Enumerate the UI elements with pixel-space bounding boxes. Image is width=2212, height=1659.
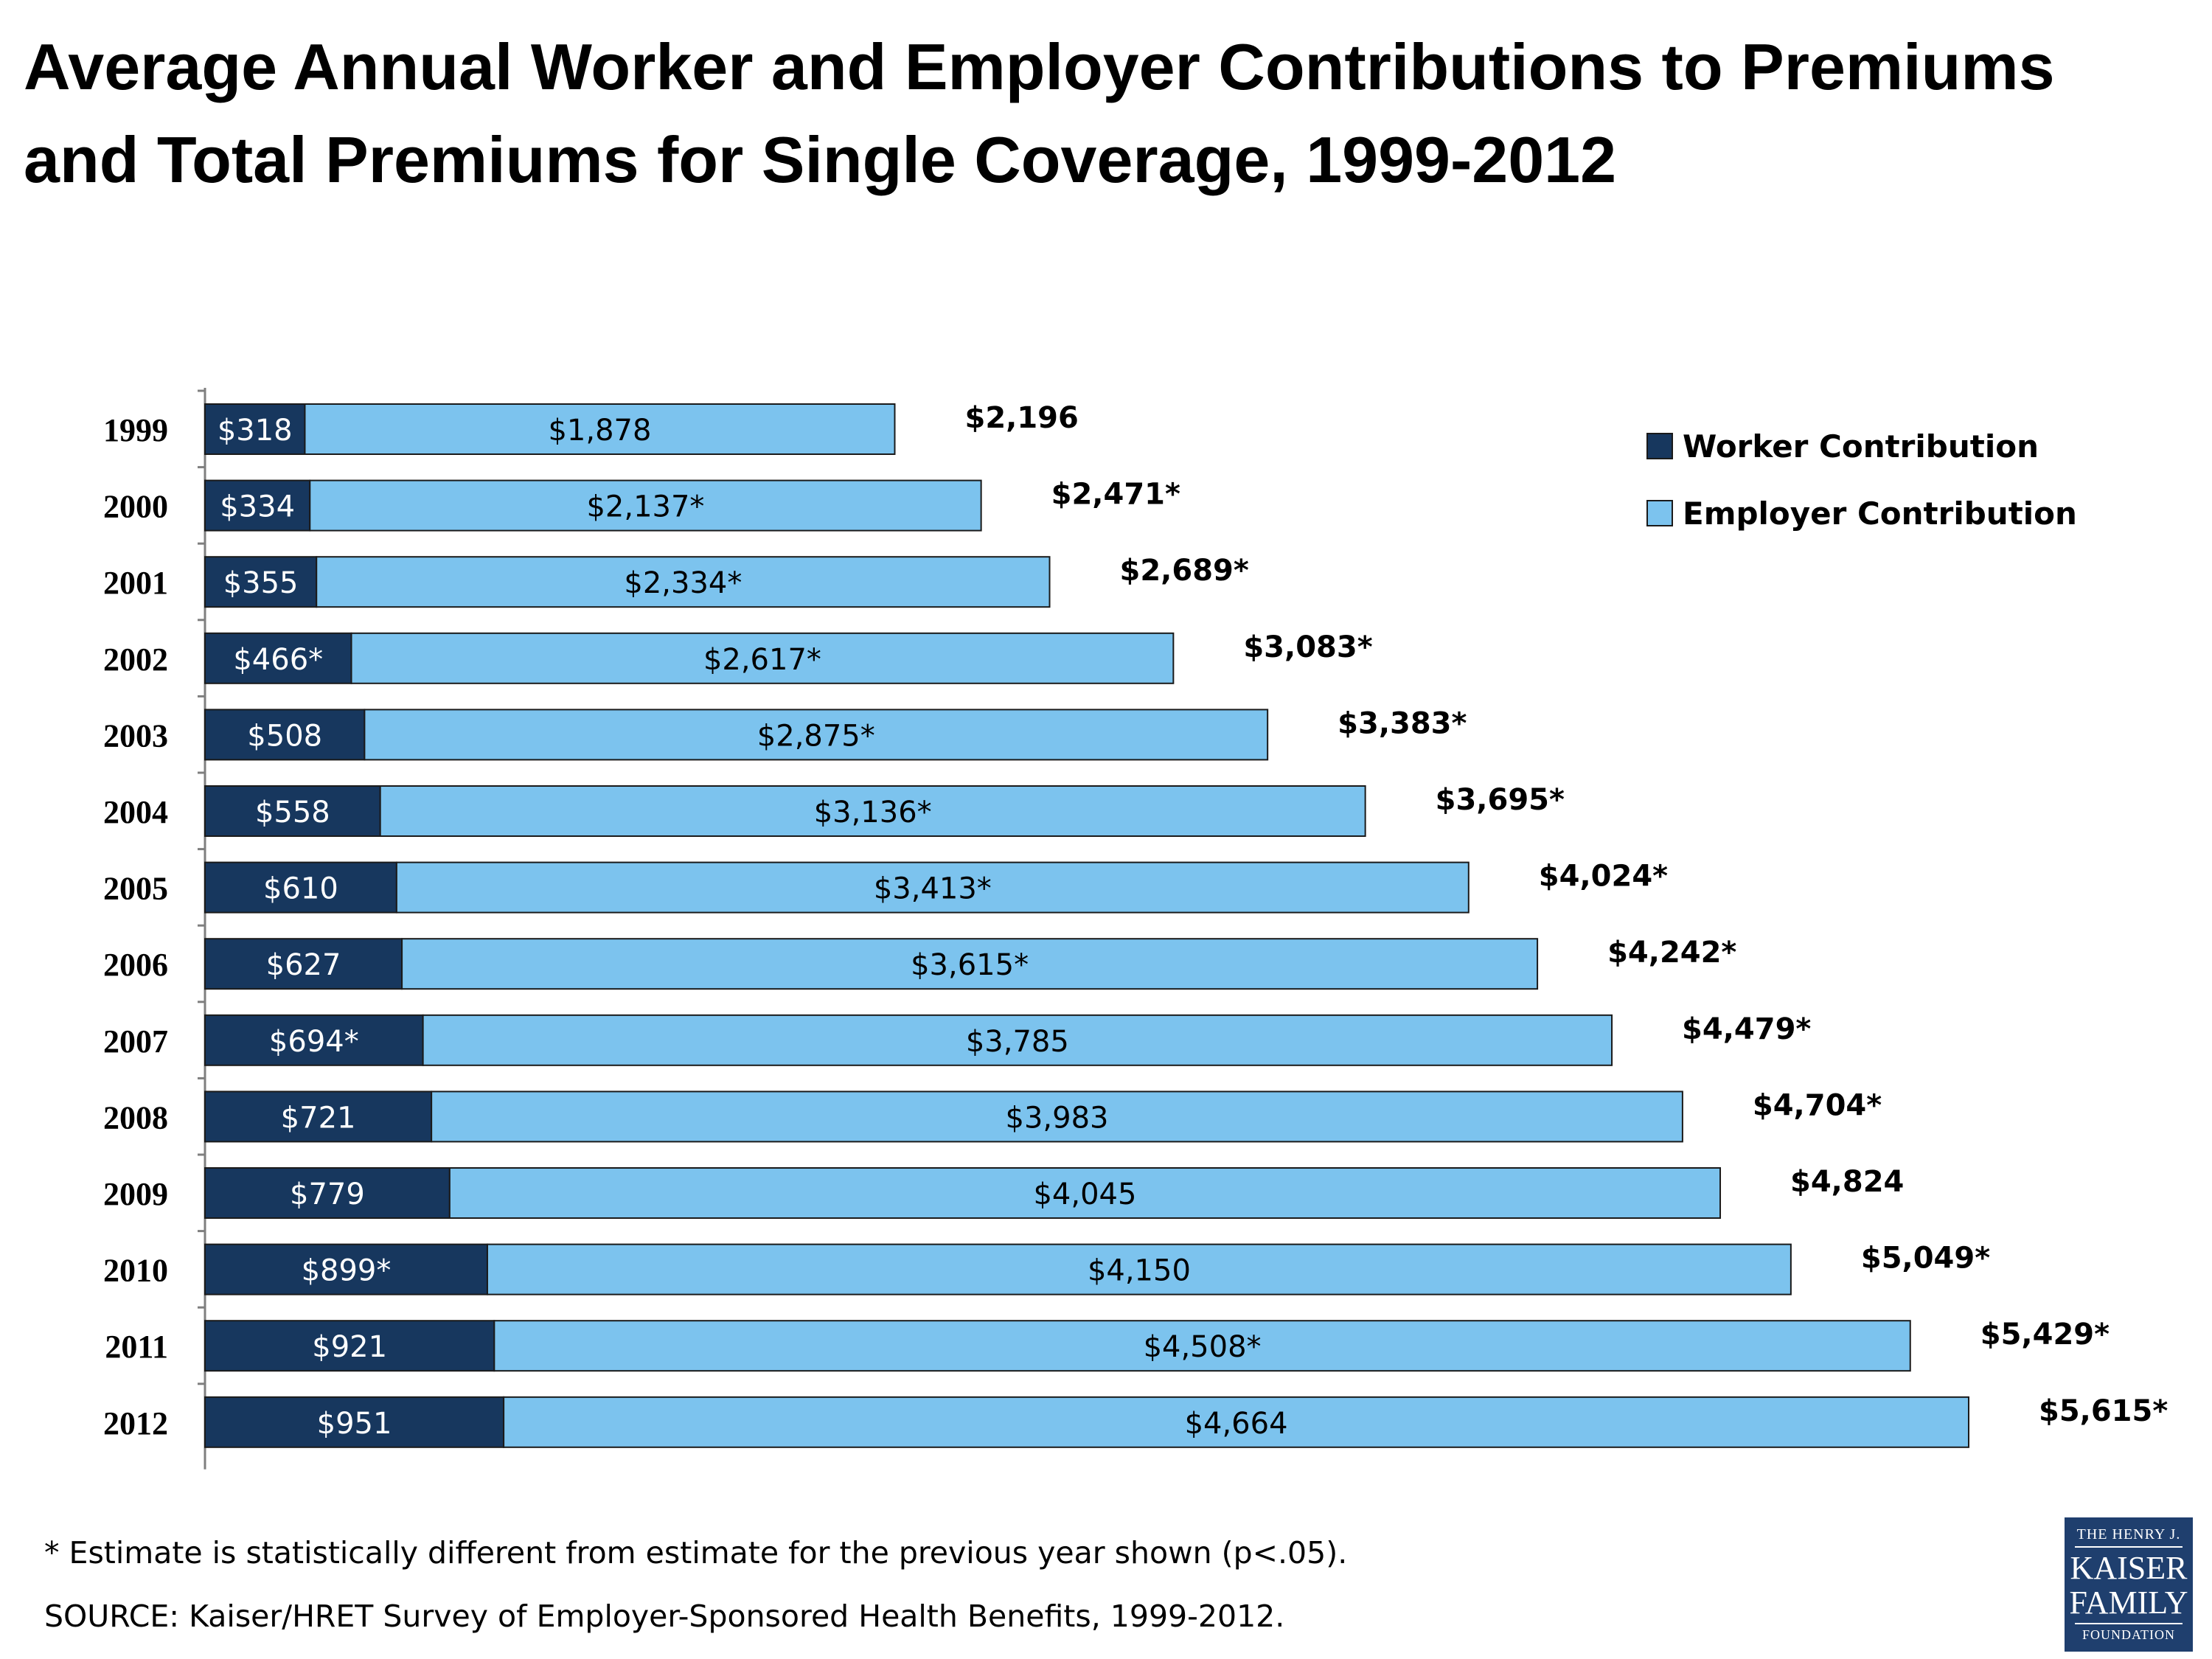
worker-bar (204, 785, 381, 837)
year-label: 2006 (103, 947, 168, 983)
employer-bar (493, 1320, 1911, 1372)
total-value-label: $4,024* (1539, 860, 1668, 894)
chart-title: Average Annual Worker and Employer Contr… (24, 30, 2055, 196)
worker-value-label: $951 (317, 1407, 392, 1441)
total-value-label: $3,695* (1436, 783, 1565, 817)
worker-value-label: $558 (255, 796, 330, 830)
employer-bar (486, 1243, 1792, 1295)
employer-bar (431, 1091, 1683, 1143)
employer-bar (401, 938, 1539, 990)
worker-value-label: $355 (223, 566, 299, 600)
total-value-label: $5,615* (2039, 1394, 2168, 1428)
worker-value-label: $334 (220, 490, 295, 524)
year-label: 2002 (103, 641, 168, 678)
worker-bar (204, 1091, 433, 1143)
employer-value-label: $4,664 (1185, 1407, 1288, 1441)
worker-bar (204, 861, 397, 914)
year-label: 2008 (103, 1099, 168, 1135)
worker-value-label: $694* (269, 1025, 359, 1059)
employer-value-label: $3,413* (874, 872, 992, 906)
logo-line-1: THE HENRY J. (2076, 1526, 2181, 1543)
logo-rule (2075, 1546, 2183, 1548)
footnote: * Estimate is statistically different fr… (44, 1535, 1348, 1571)
total-value-label: $3,083* (1243, 630, 1372, 664)
employer-bar (304, 403, 896, 455)
total-value-label: $2,471* (1051, 478, 1180, 512)
total-value-label: $5,049* (1861, 1242, 1990, 1276)
worker-bar (204, 709, 366, 761)
total-value-label: $4,824 (1790, 1165, 1904, 1199)
total-value-label: $2,689* (1120, 554, 1249, 588)
worker-value-label: $721 (281, 1101, 356, 1135)
worker-value-label: $921 (312, 1330, 387, 1364)
logo-line-4: FOUNDATION (2082, 1627, 2175, 1642)
total-value-label: $4,242* (1607, 936, 1736, 970)
employer-bar (448, 1167, 1722, 1219)
year-label: 2000 (103, 489, 168, 525)
year-label: 1999 (103, 412, 168, 448)
employer-value-label: $2,617* (703, 643, 821, 677)
year-label: 2007 (103, 1023, 168, 1060)
worker-bar (204, 1320, 495, 1372)
worker-bar (204, 403, 306, 455)
worker-value-label: $610 (263, 872, 338, 906)
year-label: 2012 (103, 1405, 168, 1441)
worker-value-label: $627 (266, 948, 341, 982)
employer-value-label: $2,137* (586, 490, 704, 524)
year-label: 2010 (103, 1253, 168, 1289)
employer-bar (503, 1396, 1969, 1448)
legend-label-worker: Worker Contribution (1683, 428, 2039, 465)
logo-rule (2075, 1623, 2183, 1624)
employer-bar (350, 632, 1175, 684)
employer-value-label: $2,334* (624, 566, 742, 600)
employer-bar (316, 556, 1051, 608)
logo-line-3: FAMILY (2069, 1585, 2188, 1621)
legend-swatch-worker (1646, 433, 1673, 459)
employer-bar (379, 785, 1366, 837)
employer-value-label: $3,785 (966, 1025, 1069, 1059)
legend-label-employer: Employer Contribution (1683, 495, 2077, 532)
employer-value-label: $3,983 (1006, 1101, 1109, 1135)
employer-bar (364, 709, 1269, 761)
worker-value-label: $779 (290, 1178, 365, 1211)
employer-value-label: $3,615* (911, 948, 1029, 982)
year-label: 2005 (103, 871, 168, 907)
employer-value-label: $4,150 (1088, 1254, 1191, 1288)
total-value-label: $2,196 (964, 401, 1078, 435)
total-value-label: $5,429* (1980, 1318, 2110, 1352)
employer-bar (422, 1014, 1613, 1066)
legend-swatch-employer (1646, 500, 1673, 526)
year-label: 2003 (103, 717, 168, 754)
year-label: 2001 (103, 565, 168, 601)
worker-bar (204, 479, 311, 532)
kaiser-family-foundation-logo: THE HENRY J. KAISER FAMILY FOUNDATION (2065, 1517, 2193, 1652)
employer-bar (309, 479, 982, 532)
employer-value-label: $3,136* (814, 796, 932, 830)
worker-value-label: $508 (247, 719, 322, 753)
year-label: 2009 (103, 1176, 168, 1212)
total-value-label: $4,479* (1682, 1012, 1811, 1046)
worker-bar (204, 1167, 451, 1219)
total-value-label: $4,704* (1753, 1088, 1882, 1122)
worker-bar (204, 1396, 505, 1448)
source-note: SOURCE: Kaiser/HRET Survey of Employer-S… (44, 1599, 1285, 1634)
year-label: 2004 (103, 794, 168, 830)
employer-value-label: $1,878 (548, 414, 651, 448)
total-value-label: $3,383* (1338, 706, 1467, 740)
worker-bar (204, 556, 318, 608)
employer-value-label: $4,508* (1144, 1330, 1262, 1364)
worker-bar (204, 1243, 488, 1295)
employer-value-label: $4,045 (1033, 1178, 1136, 1211)
employer-value-label: $2,875* (757, 719, 875, 753)
worker-value-label: $899* (302, 1254, 392, 1288)
worker-value-label: $318 (218, 414, 293, 448)
worker-bar (204, 938, 403, 990)
logo-line-2: KAISER (2070, 1550, 2188, 1586)
year-label: 2011 (105, 1329, 168, 1365)
worker-value-label: $466* (233, 643, 323, 677)
worker-bar (204, 632, 352, 684)
employer-bar (395, 861, 1470, 914)
